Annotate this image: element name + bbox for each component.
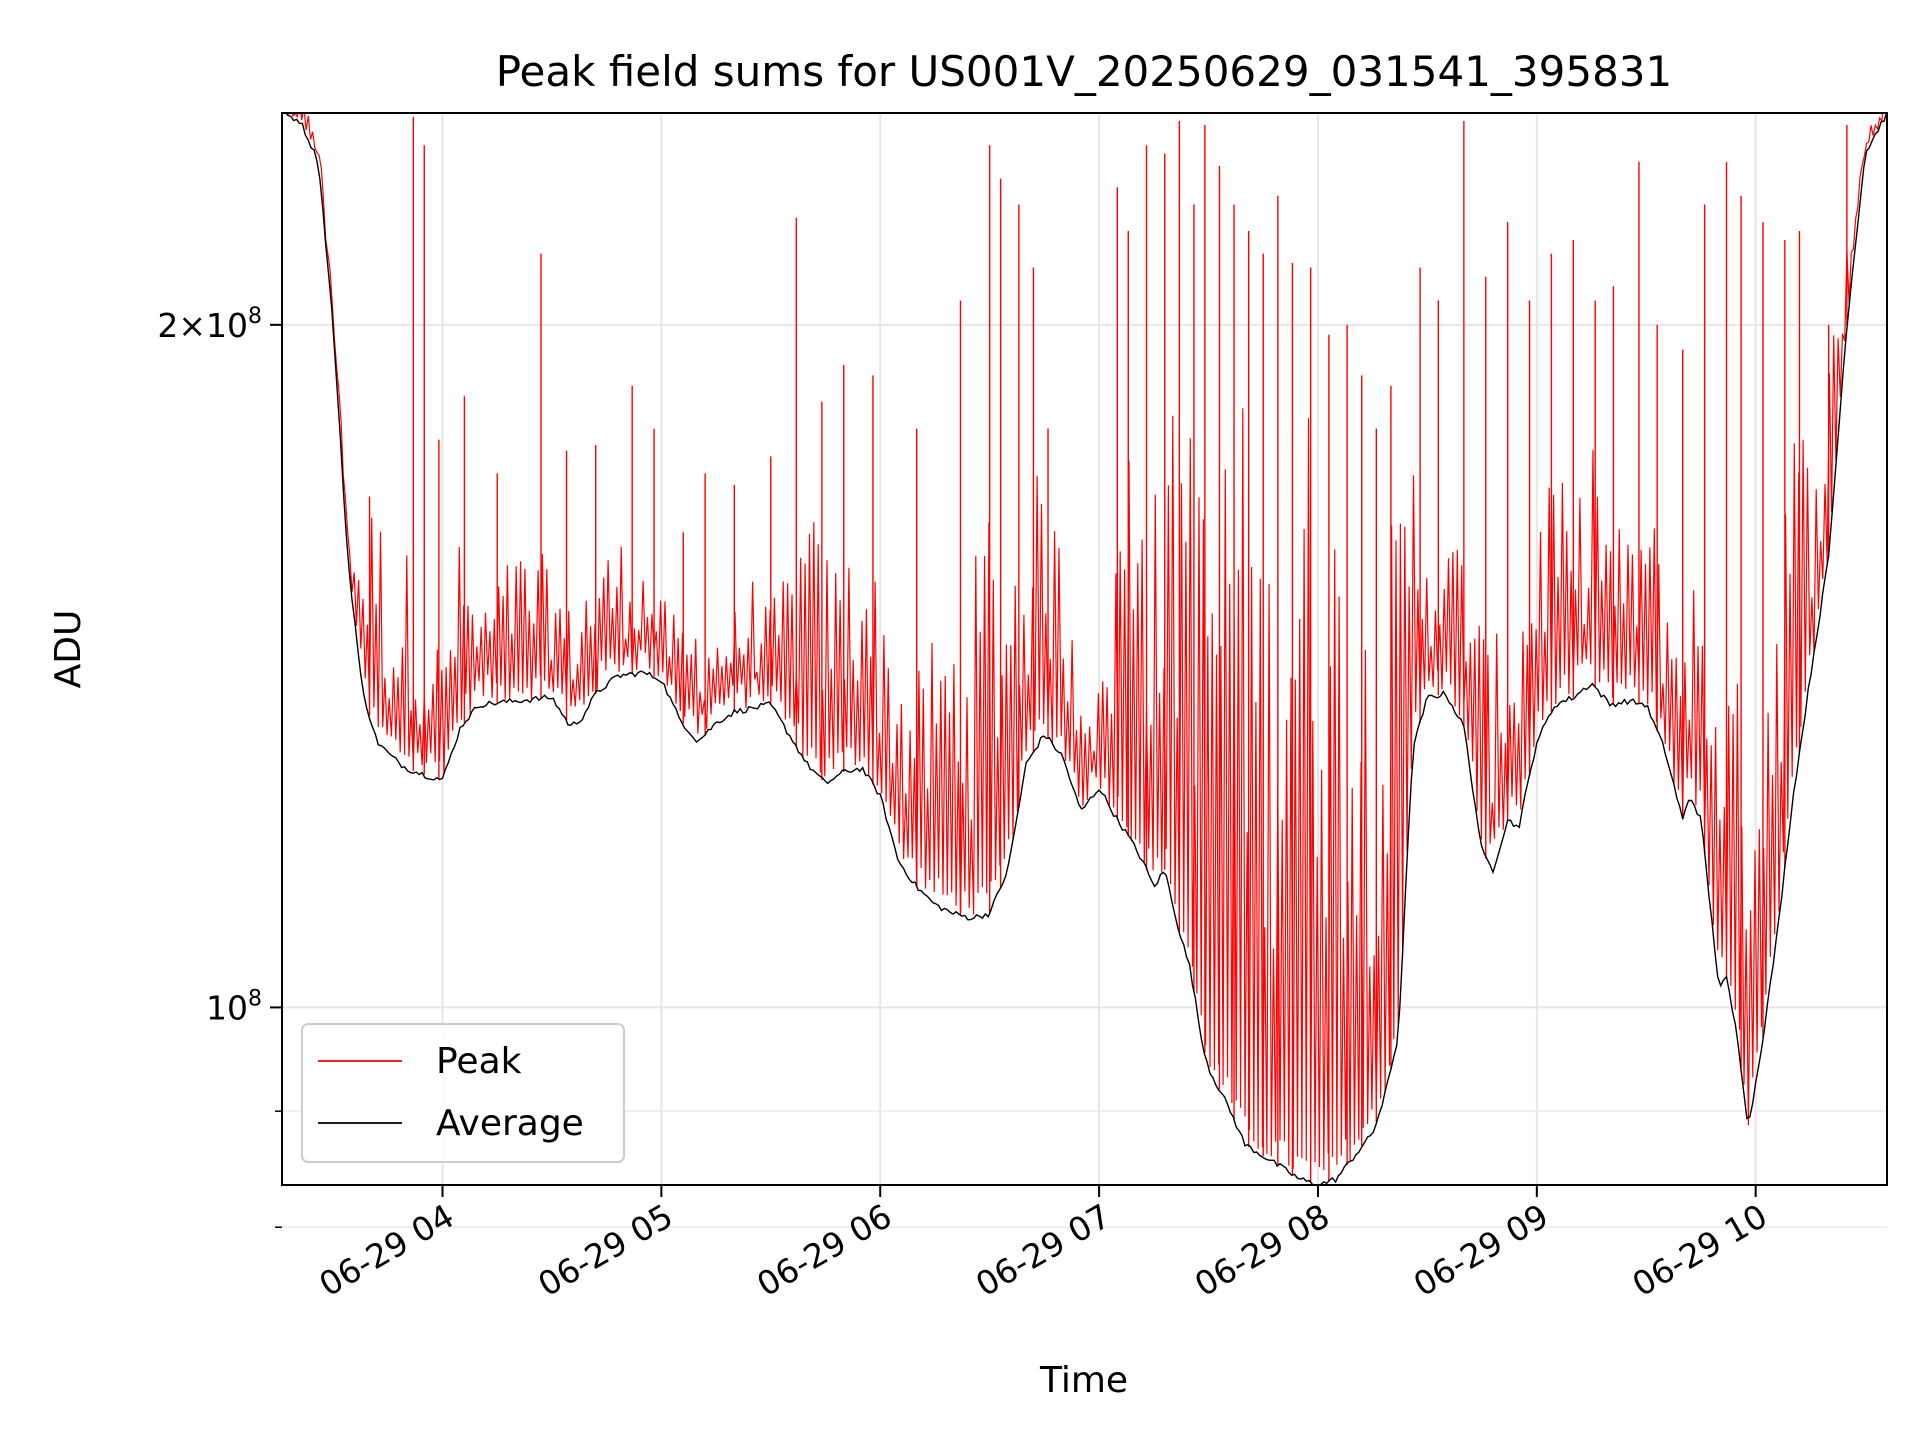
chart-title: Peak field sums for US001V_20250629_0315… xyxy=(496,47,1673,96)
legend-average-label: Average xyxy=(436,1103,584,1144)
peak-series-line xyxy=(283,113,1887,1171)
legend-peak-label: Peak xyxy=(436,1041,522,1082)
y-axis-ticks: 108 2×108 xyxy=(157,304,282,1228)
average-series-line xyxy=(282,113,1887,1185)
axes-frame xyxy=(281,112,1888,1186)
x-axis-label: Time xyxy=(1039,1360,1128,1401)
series-layer xyxy=(282,113,1887,1185)
y-tick-label: 108 xyxy=(206,986,262,1027)
y-tick-label: 2×108 xyxy=(157,304,262,345)
y-axis-label: ADU xyxy=(48,610,89,689)
legend-box xyxy=(301,1023,625,1163)
legend: Peak Average xyxy=(301,1023,625,1163)
grid-lines xyxy=(282,113,1887,1228)
